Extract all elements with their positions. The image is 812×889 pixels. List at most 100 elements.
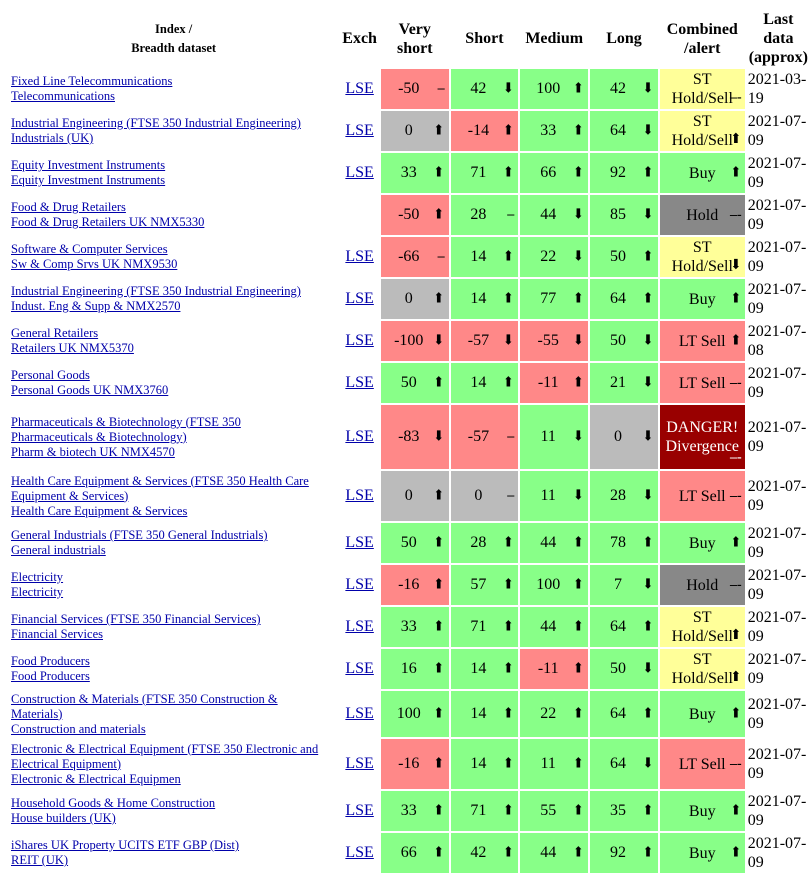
exchange-link[interactable]: LSE [345, 755, 374, 772]
trend-arrow-icon: ⬆ [642, 845, 654, 861]
breadth-dataset-link[interactable]: General industrials [11, 543, 106, 557]
last-data-cell: 2021-07- 09 [747, 471, 810, 521]
last-data-date-end: 08 [747, 342, 764, 359]
breadth-dataset-link[interactable]: Health Care Equipment & Services [11, 503, 188, 518]
exchange-link[interactable]: LSE [345, 290, 374, 307]
index-link[interactable]: Electrical Equipment) [11, 756, 122, 771]
long-value: 64 [609, 755, 626, 772]
breadth-dataset-link[interactable]: Equity Investment Instruments [11, 173, 166, 187]
breadth-dataset-link[interactable]: Food Producers [11, 669, 90, 683]
breadth-dataset-link[interactable]: Telecommunications [11, 89, 115, 103]
exchange-link[interactable]: LSE [345, 705, 374, 722]
trend-arrow-icon: ⬇ [502, 81, 515, 97]
short-value: 28 [470, 206, 487, 223]
combined-trend-icon: ⬆ [729, 803, 742, 819]
long-value: 78 [609, 534, 626, 551]
index-link[interactable]: Construction & Materials (FTSE 350 Const… [11, 691, 278, 706]
combined-signal: Buy [688, 534, 716, 552]
exchange-link[interactable]: LSE [345, 802, 374, 819]
index-link[interactable]: Health Care Equipment & Services (FTSE 3… [11, 473, 309, 488]
index-link[interactable]: General Retailers [11, 326, 99, 340]
index-link[interactable]: Pharmaceuticals & Biotechnology) [11, 429, 187, 444]
trend-arrow-icon: ⬆ [642, 619, 654, 635]
long-value: 92 [609, 844, 626, 861]
index-link[interactable]: Pharmaceuticals & Biotechnology (FTSE 35… [11, 414, 241, 429]
medium-value: -11 [537, 374, 559, 391]
index-link[interactable]: Personal Goods [11, 368, 90, 382]
trend-arrow-icon: – [507, 207, 515, 222]
trend-arrow-icon: ⬆ [432, 535, 445, 551]
last-data-date: 2021-07- [747, 793, 807, 810]
breadth-dataset-link[interactable]: Personal Goods UK NMX3760 [11, 383, 169, 397]
index-link[interactable]: Electronic & Electrical Equipment (FTSE … [11, 741, 319, 756]
very-short-value: 100 [396, 705, 421, 722]
exch-cell: LSE [340, 691, 379, 737]
combined-alert-cell: Buy ⬆ [659, 791, 745, 831]
breadth-dataset-link[interactable]: Food & Drug Retailers UK NMX5330 [11, 215, 205, 229]
breadth-dataset-link[interactable]: Construction and materials [11, 721, 146, 736]
exchange-link[interactable]: LSE [345, 122, 374, 139]
header-long: Long [606, 30, 642, 47]
breadth-dataset-link[interactable]: Industrials (UK) [11, 131, 94, 145]
medium-value: 11 [540, 487, 556, 504]
very-short-cell: 33 ⬆ [380, 791, 449, 831]
index-link[interactable]: Industrial Engineering (FTSE 350 Industr… [11, 116, 301, 130]
exchange-link[interactable]: LSE [345, 660, 374, 677]
exchange-link[interactable]: LSE [345, 374, 374, 391]
exchange-link[interactable]: LSE [345, 80, 374, 97]
exchange-link[interactable]: LSE [345, 487, 374, 504]
last-data-date-end: 09 [747, 438, 764, 455]
index-link[interactable]: Food & Drug Retailers [11, 200, 126, 214]
exch-cell: LSE [340, 279, 379, 319]
combined-alert-cell: Buy ⬆ [659, 153, 745, 193]
index-link[interactable]: Household Goods & Home Construction [11, 796, 216, 810]
exchange-link[interactable]: LSE [345, 844, 374, 861]
exchange-link[interactable]: LSE [345, 534, 374, 551]
index-link[interactable]: Electricity [11, 570, 64, 584]
breadth-dataset-link[interactable]: Pharm & biotech UK NMX4570 [11, 444, 175, 459]
breadth-dataset-link[interactable]: Sw & Comp Srvs UK NMX9530 [11, 257, 178, 271]
table-row: Industrial Engineering (FTSE 350 Industr… [9, 279, 810, 319]
exch-cell: LSE [340, 739, 379, 789]
short-value: -57 [467, 428, 490, 445]
exch-cell: LSE [340, 405, 379, 469]
index-link[interactable]: Fixed Line Telecommunications [11, 74, 173, 88]
exchange-link[interactable]: LSE [345, 332, 374, 349]
index-link[interactable]: Industrial Engineering (FTSE 350 Industr… [11, 284, 301, 298]
long-cell: 50 ⬇ [590, 649, 658, 689]
last-data-date-end: 09 [747, 497, 764, 514]
breadth-dataset-link[interactable]: Retailers UK NMX5370 [11, 341, 134, 355]
index-link[interactable]: General Industrials (FTSE 350 General In… [11, 528, 268, 542]
index-name-cell: Food & Drug Retailers Food & Drug Retaile… [9, 195, 338, 235]
combined-alert-cell: Buy ⬆ [659, 833, 745, 873]
index-link[interactable]: Software & Computer Services [11, 242, 168, 256]
exchange-link[interactable]: LSE [345, 164, 374, 181]
breadth-dataset-link[interactable]: House builders (UK) [11, 811, 116, 825]
medium-cell: 11 ⬇ [520, 471, 589, 521]
breadth-dataset-link[interactable]: Electricity [11, 585, 64, 599]
breadth-dataset-link[interactable]: Financial Services [11, 627, 103, 641]
trend-arrow-icon: ⬆ [502, 661, 515, 677]
trend-arrow-icon: ⬇ [642, 207, 654, 223]
index-link[interactable]: Equipment & Services) [11, 488, 129, 503]
index-link[interactable]: Equity Investment Instruments [11, 158, 166, 172]
breadth-dataset-link[interactable]: Indust. Eng & Supp & NMX2570 [11, 299, 181, 313]
trend-arrow-icon: ⬆ [642, 803, 654, 819]
index-link[interactable]: Materials) [11, 706, 63, 721]
index-link[interactable]: iShares UK Property UCITS ETF GBP (Dist) [11, 838, 240, 852]
last-data-date: 2021-03- [747, 71, 807, 88]
breadth-dataset-link[interactable]: Electronic & Electrical Equipmen [11, 771, 181, 786]
exchange-link[interactable]: LSE [345, 428, 374, 445]
index-name-cell: Household Goods & Home Construction House… [9, 791, 338, 831]
index-link[interactable]: Food Producers [11, 654, 90, 668]
exchange-link[interactable]: LSE [345, 618, 374, 635]
exchange-link[interactable]: LSE [345, 576, 374, 593]
last-data-date-end: 19 [747, 90, 764, 107]
index-name-cell: General Industrials (FTSE 350 General In… [9, 523, 338, 563]
last-data-cell: 2021-07- 09 [747, 279, 810, 319]
breadth-dataset-link[interactable]: REIT (UK) [11, 853, 69, 867]
index-link[interactable]: Financial Services (FTSE 350 Financial S… [11, 612, 261, 626]
exchange-link[interactable]: LSE [345, 248, 374, 265]
combined-trend-icon: ⬆ [729, 845, 742, 861]
table-row: Equity Investment Instruments Equity Inve… [9, 153, 810, 193]
